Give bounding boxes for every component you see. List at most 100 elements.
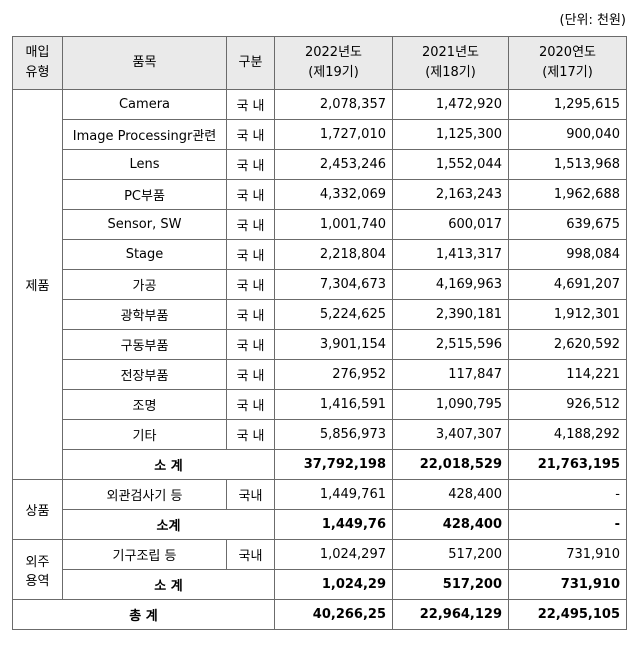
table-row: 조명 국 내 1,416,591 1,090,795 926,512 bbox=[13, 389, 627, 420]
purchase-table: 매입 유형 품목 구분 2022년도 (제19기) 2021년도 (제18기) 202… bbox=[12, 36, 627, 630]
subtotal-2021: 22,018,529 bbox=[392, 449, 509, 480]
header-2020: 2020연도 (제17기) bbox=[508, 36, 627, 90]
value-2022: 2,453,246 bbox=[274, 149, 393, 180]
subtotal-2022: 1,449,76 bbox=[274, 509, 393, 540]
value-2020: 1,295,615 bbox=[508, 89, 627, 120]
item-cell: Camera bbox=[62, 89, 227, 120]
division-cell: 국 내 bbox=[226, 389, 275, 420]
table-row: 전장부품 국 내 276,952 117,847 114,221 bbox=[13, 359, 627, 390]
value-2021: 2,163,243 bbox=[392, 179, 509, 210]
value-2022: 3,901,154 bbox=[274, 329, 393, 360]
table-row: Sensor, SW 국 내 1,001,740 600,017 639,675 bbox=[13, 209, 627, 240]
value-2020: 926,512 bbox=[508, 389, 627, 420]
subtotal-2020: 21,763,195 bbox=[508, 449, 627, 480]
division-cell: 국 내 bbox=[226, 209, 275, 240]
division-cell: 국 내 bbox=[226, 89, 275, 120]
subtotal-2021: 517,200 bbox=[392, 569, 509, 600]
table-row: 제품 Camera 국 내 2,078,357 1,472,920 1,295,… bbox=[12, 89, 627, 480]
value-2022: 1,449,761 bbox=[274, 479, 393, 510]
total-label: 총 계 bbox=[12, 599, 275, 630]
value-2022: 276,952 bbox=[274, 359, 393, 390]
item-cell: Stage bbox=[62, 239, 227, 270]
division-cell: 국 내 bbox=[226, 359, 275, 390]
category-goods: 상품 bbox=[12, 479, 63, 540]
value-2022: 4,332,069 bbox=[274, 179, 393, 210]
subtotal-row: 소 계 37,792,198 22,018,529 21,763,195 bbox=[13, 449, 627, 480]
header-2022: 2022년도 (제19기) bbox=[274, 36, 393, 90]
value-2021: 1,552,044 bbox=[392, 149, 509, 180]
table-row: 외주 용역 기구조립 등 국내 1,024,297 517,200 731,910 bbox=[12, 539, 627, 600]
division-cell: 국 내 bbox=[226, 239, 275, 270]
value-2020: - bbox=[508, 479, 627, 510]
division-cell: 국 내 bbox=[226, 119, 275, 150]
subtotal-2020: - bbox=[508, 509, 627, 540]
value-2021: 428,400 bbox=[392, 479, 509, 510]
value-2020: 1,912,301 bbox=[508, 299, 627, 330]
value-2020: 1,962,688 bbox=[508, 179, 627, 210]
division-cell: 국 내 bbox=[226, 149, 275, 180]
value-2022: 1,416,591 bbox=[274, 389, 393, 420]
table-row: 기타 국 내 5,856,973 3,407,307 4,188,292 bbox=[13, 419, 627, 450]
table-row: Lens 국 내 2,453,246 1,552,044 1,513,968 bbox=[13, 149, 627, 180]
division-cell: 국 내 bbox=[226, 419, 275, 450]
value-2021: 4,169,963 bbox=[392, 269, 509, 300]
division-cell: 국 내 bbox=[226, 299, 275, 330]
header-type: 매입 유형 bbox=[12, 36, 63, 90]
table-row: Image Processingr관련 국 내 1,727,010 1,125,… bbox=[13, 119, 627, 150]
value-2021: 1,472,920 bbox=[392, 89, 509, 120]
table-row: 구동부품 국 내 3,901,154 2,515,596 2,620,592 bbox=[13, 329, 627, 360]
header-item: 품목 bbox=[62, 36, 227, 90]
item-cell: 기타 bbox=[62, 419, 227, 450]
value-2021: 1,413,317 bbox=[392, 239, 509, 270]
value-2020: 1,513,968 bbox=[508, 149, 627, 180]
category-outsourcing: 외주 용역 bbox=[12, 539, 63, 600]
division-cell: 국 내 bbox=[226, 269, 275, 300]
item-cell: Sensor, SW bbox=[62, 209, 227, 240]
value-2022: 5,224,625 bbox=[274, 299, 393, 330]
value-2021: 1,090,795 bbox=[392, 389, 509, 420]
total-2022: 40,266,25 bbox=[274, 599, 393, 630]
value-2022: 7,304,673 bbox=[274, 269, 393, 300]
item-cell: 광학부품 bbox=[62, 299, 227, 330]
subtotal-label: 소계 bbox=[62, 509, 275, 540]
item-cell: Image Processingr관련 bbox=[62, 119, 227, 150]
subtotal-row: 소 계 1,024,29 517,200 731,910 bbox=[13, 569, 627, 600]
value-2020: 4,188,292 bbox=[508, 419, 627, 450]
value-2022: 2,078,357 bbox=[274, 89, 393, 120]
table-row: 광학부품 국 내 5,224,625 2,390,181 1,912,301 bbox=[13, 299, 627, 330]
value-2021: 517,200 bbox=[392, 539, 509, 570]
value-2020: 114,221 bbox=[508, 359, 627, 390]
header-2021: 2021년도 (제18기) bbox=[392, 36, 509, 90]
value-2022: 1,024,297 bbox=[274, 539, 393, 570]
value-2020: 998,084 bbox=[508, 239, 627, 270]
subtotal-label: 소 계 bbox=[62, 449, 275, 480]
item-cell: 조명 bbox=[62, 389, 227, 420]
table-row: PC부품 국 내 4,332,069 2,163,243 1,962,688 bbox=[13, 179, 627, 210]
division-cell: 국 내 bbox=[226, 179, 275, 210]
total-2021: 22,964,129 bbox=[392, 599, 509, 630]
item-cell: PC부품 bbox=[62, 179, 227, 210]
subtotal-2022: 37,792,198 bbox=[274, 449, 393, 480]
value-2022: 5,856,973 bbox=[274, 419, 393, 450]
value-2022: 1,727,010 bbox=[274, 119, 393, 150]
item-cell: 구동부품 bbox=[62, 329, 227, 360]
subtotal-2020: 731,910 bbox=[508, 569, 627, 600]
total-2020: 22,495,105 bbox=[508, 599, 627, 630]
value-2020: 4,691,207 bbox=[508, 269, 627, 300]
value-2020: 731,910 bbox=[508, 539, 627, 570]
value-2021: 117,847 bbox=[392, 359, 509, 390]
item-cell: 가공 bbox=[62, 269, 227, 300]
header-row: 매입 유형 품목 구분 2022년도 (제19기) 2021년도 (제18기) 202… bbox=[12, 36, 627, 90]
subtotal-label: 소 계 bbox=[62, 569, 275, 600]
division-cell: 국내 bbox=[226, 539, 275, 570]
value-2022: 2,218,804 bbox=[274, 239, 393, 270]
unit-note: (단위: 천원) bbox=[559, 13, 627, 28]
item-cell: 기구조립 등 bbox=[62, 539, 227, 570]
value-2021: 600,017 bbox=[392, 209, 509, 240]
value-2020: 900,040 bbox=[508, 119, 627, 150]
value-2021: 2,515,596 bbox=[392, 329, 509, 360]
value-2020: 639,675 bbox=[508, 209, 627, 240]
item-cell: 외관검사기 등 bbox=[62, 479, 227, 510]
table-row: 상품 외관검사기 등 국내 1,449,761 428,400 - bbox=[12, 479, 627, 540]
item-cell: 전장부품 bbox=[62, 359, 227, 390]
